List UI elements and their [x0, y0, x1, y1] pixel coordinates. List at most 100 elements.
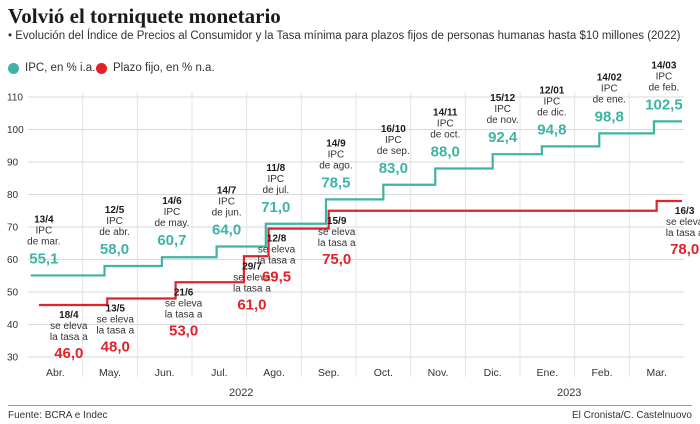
ipc-note-line: IPC	[106, 216, 123, 227]
plazo-date-label: 13/5	[106, 304, 126, 315]
legend-label-ipc: IPC, en % i.a.	[25, 62, 96, 74]
ipc-value-label: 71,0	[261, 199, 290, 216]
ipc-note-line: de sep.	[377, 146, 410, 157]
ipc-note-line: IPC	[385, 135, 402, 146]
ipc-note-line: IPC	[328, 149, 345, 160]
ipc-date-label: 15/12	[490, 93, 515, 104]
ipc-date-label: 16/10	[381, 124, 406, 135]
ipc-note-line: IPC	[437, 119, 454, 130]
plazo-note-line: la tasa a	[233, 283, 271, 294]
footer-source: Fuente: BCRA e Indec	[8, 410, 108, 421]
y-tick-label: 40	[7, 320, 19, 331]
ipc-note-line: IPC	[164, 207, 181, 218]
plazo-note-line: la tasa a	[96, 326, 134, 337]
series-line-plazo	[38, 199, 682, 307]
ipc-note-line: IPC	[656, 71, 673, 82]
chart-title: Volvió el torniquete monetario	[8, 4, 281, 28]
chart-subtitle: • Evolución del Índice de Precios al Con…	[8, 30, 681, 42]
ipc-date-label: 11/8	[266, 163, 285, 174]
y-tick-label: 60	[7, 255, 19, 266]
y-tick-label: 110	[7, 93, 23, 104]
ipc-value-label: 94,8	[537, 121, 566, 138]
footer-credit: El Cronista/C. Castelnuovo	[571, 410, 692, 421]
ipc-value-label: 92,4	[488, 129, 518, 146]
ipc-note-line: de oct.	[430, 130, 460, 141]
plazo-date-label: 16/3	[675, 206, 695, 217]
plazo-value-label: 53,0	[169, 322, 198, 339]
plazo-date-label: 15/9	[327, 216, 347, 227]
plazo-note-line: la tasa a	[165, 309, 203, 320]
y-tick-label: 70	[7, 223, 19, 234]
ipc-note-line: de dic.	[537, 107, 566, 118]
x-tick-label: Abr.	[46, 367, 65, 379]
legend-item-plazo-fijo: Plazo fijo, en % n.a.	[96, 62, 215, 74]
x-tick-label: Dic.	[484, 367, 502, 379]
ipc-note-line: IPC	[601, 83, 618, 94]
plazo-note-line: se eleva	[97, 315, 135, 326]
ipc-value-label: 78,5	[321, 174, 350, 191]
ipc-date-label: 12/01	[539, 85, 564, 96]
ipc-note-line: IPC	[544, 96, 561, 107]
plazo-value-label: 46,0	[54, 345, 83, 362]
plazo-note-line: se eleva	[666, 217, 700, 228]
footer-divider	[8, 405, 692, 406]
y-tick-label: 80	[7, 190, 19, 201]
ipc-value-label: 55,1	[29, 250, 58, 267]
plazo-value-label: 61,0	[237, 296, 266, 313]
legend-swatch-plazo-fijo	[96, 62, 107, 74]
ipc-note-line: de feb.	[649, 82, 680, 93]
ipc-note-line: de nov.	[487, 115, 519, 126]
y-tick-label: 30	[7, 353, 19, 364]
x-tick-label: Ago.	[263, 367, 285, 379]
ipc-value-label: 58,0	[100, 241, 129, 258]
plazo-date-label: 21/6	[174, 287, 194, 298]
ipc-note-line: IPC	[218, 197, 235, 208]
plazo-value-label: 48,0	[101, 339, 130, 356]
x-tick-label: Ene.	[537, 367, 559, 379]
x-tick-label: Oct.	[374, 367, 393, 379]
plazo-value-label: 69,5	[262, 269, 291, 286]
ipc-date-label: 12/5	[105, 205, 125, 216]
ipc-note-line: IPC	[267, 174, 284, 185]
x-tick-label: Nov.	[428, 367, 449, 379]
ipc-note-line: de jul.	[262, 185, 289, 196]
ipc-date-label: 14/03	[651, 60, 676, 71]
series-line-ipc	[30, 120, 682, 277]
ipc-date-label: 14/7	[217, 186, 237, 197]
x-tick-label: May.	[99, 367, 121, 379]
x-tick-label: Sep.	[318, 367, 340, 379]
year-label: 2022	[229, 387, 253, 399]
ipc-value-label: 83,0	[379, 160, 408, 177]
ipc-value-label: 64,0	[212, 222, 241, 239]
ipc-value-label: 98,8	[595, 108, 624, 125]
plazo-note-line: la tasa a	[666, 228, 700, 239]
y-tick-label: 50	[7, 288, 19, 299]
x-tick-label: Jun.	[155, 367, 175, 379]
ipc-note-line: de ene.	[593, 94, 626, 105]
plazo-date-label: 18/4	[59, 310, 79, 321]
x-tick-label: Jul.	[211, 367, 227, 379]
ipc-date-label: 13/4	[34, 214, 54, 225]
x-tick-label: Mar.	[646, 367, 666, 379]
ipc-date-label: 14/9	[326, 138, 346, 149]
ipc-note-line: de may.	[155, 218, 190, 229]
plazo-value-label: 75,0	[322, 251, 351, 268]
legend-swatch-ipc	[8, 62, 19, 74]
ipc-note-line: IPC	[494, 104, 511, 115]
ipc-date-label: 14/02	[597, 72, 622, 83]
legend-label-plazo-fijo: Plazo fijo, en % n.a.	[113, 62, 215, 74]
ipc-value-label: 102,5	[645, 96, 683, 113]
y-tick-label: 90	[7, 158, 19, 169]
ipc-value-label: 60,7	[157, 232, 186, 249]
legend-item-ipc: IPC, en % i.a.	[8, 62, 95, 74]
ipc-note-line: de abr.	[99, 227, 130, 238]
ipc-note-line: de ago.	[319, 160, 352, 171]
ipc-note-line: de mar.	[27, 236, 60, 247]
year-label: 2023	[557, 387, 581, 399]
ipc-value-label: 88,0	[431, 144, 460, 161]
plazo-note-line: la tasa a	[318, 238, 356, 249]
plazo-note-line: se eleva	[165, 298, 203, 309]
ipc-note-line: IPC	[36, 225, 53, 236]
plazo-note-line: la tasa a	[258, 256, 296, 267]
